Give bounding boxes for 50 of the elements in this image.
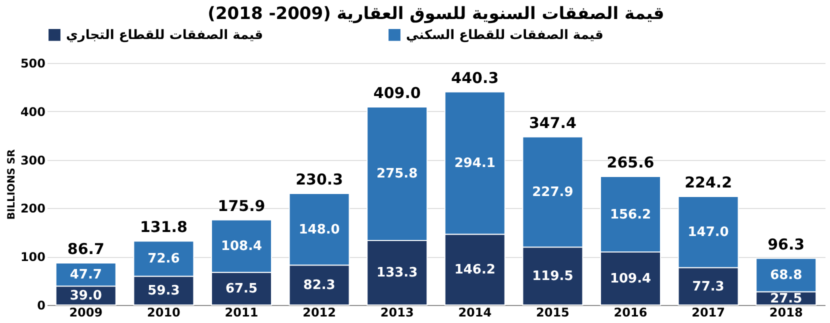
y-tick-label: 0 bbox=[37, 298, 46, 312]
y-tick-label: 500 bbox=[20, 56, 46, 70]
data-label: 133.3 bbox=[376, 266, 418, 281]
data-label: 68.8 bbox=[770, 268, 802, 284]
total-label: 224.2 bbox=[684, 173, 732, 192]
data-label: 275.8 bbox=[376, 166, 418, 182]
data-label: 108.4 bbox=[220, 239, 262, 254]
y-tick-label: 400 bbox=[20, 104, 46, 119]
data-label: 227.9 bbox=[532, 185, 574, 200]
x-tick-label: 2011 bbox=[224, 306, 258, 320]
total-label: 175.9 bbox=[218, 196, 266, 215]
total-label: 230.3 bbox=[296, 170, 344, 189]
x-tick-label: 2015 bbox=[536, 306, 570, 320]
data-label: 72.6 bbox=[148, 252, 180, 267]
data-label: 109.4 bbox=[610, 272, 652, 287]
chart-title: قيمة الصفقات السنوية للسوق العقارية (2009- 2018) bbox=[208, 4, 664, 24]
x-tick-label: 2012 bbox=[302, 306, 336, 320]
x-tick-label: 2017 bbox=[692, 306, 726, 320]
data-label: 77.3 bbox=[692, 279, 724, 294]
data-label: 156.2 bbox=[610, 207, 652, 222]
total-label: 409.0 bbox=[373, 84, 421, 102]
total-label: 86.7 bbox=[67, 240, 104, 258]
y-tick-label: 200 bbox=[20, 202, 46, 216]
x-tick-label: 2018 bbox=[769, 306, 803, 320]
data-label: 148.0 bbox=[298, 222, 340, 238]
data-label: 27.5 bbox=[770, 291, 802, 306]
data-label: 119.5 bbox=[532, 269, 574, 284]
data-label: 147.0 bbox=[688, 225, 729, 240]
data-label: 47.7 bbox=[70, 268, 102, 283]
y-tick-label: 100 bbox=[20, 250, 46, 264]
legend-label: قيمة الصفقات للقطاع التجاري bbox=[66, 28, 264, 43]
total-label: 347.4 bbox=[528, 114, 576, 132]
data-label: 39.0 bbox=[70, 288, 102, 304]
data-label: 146.2 bbox=[454, 262, 496, 278]
y-axis-title: BILLIONS SR bbox=[6, 149, 18, 220]
data-label: 59.3 bbox=[148, 284, 180, 299]
data-label: 67.5 bbox=[225, 282, 258, 297]
x-tick-label: 2009 bbox=[69, 306, 103, 320]
y-tick-label: 300 bbox=[20, 153, 46, 168]
x-tick-label: 2010 bbox=[146, 306, 180, 320]
legend-label: قيمة الصفقات للقطاع السكني bbox=[406, 28, 604, 43]
total-label: 440.3 bbox=[451, 68, 499, 87]
total-label: 265.6 bbox=[606, 153, 654, 172]
x-tick-label: 2013 bbox=[380, 306, 414, 320]
total-label: 96.3 bbox=[768, 235, 805, 254]
data-label: 294.1 bbox=[454, 156, 496, 172]
data-label: 82.3 bbox=[303, 278, 336, 294]
x-tick-label: 2014 bbox=[458, 306, 492, 320]
total-label: 131.8 bbox=[140, 218, 188, 236]
x-tick-label: 2016 bbox=[614, 306, 648, 320]
